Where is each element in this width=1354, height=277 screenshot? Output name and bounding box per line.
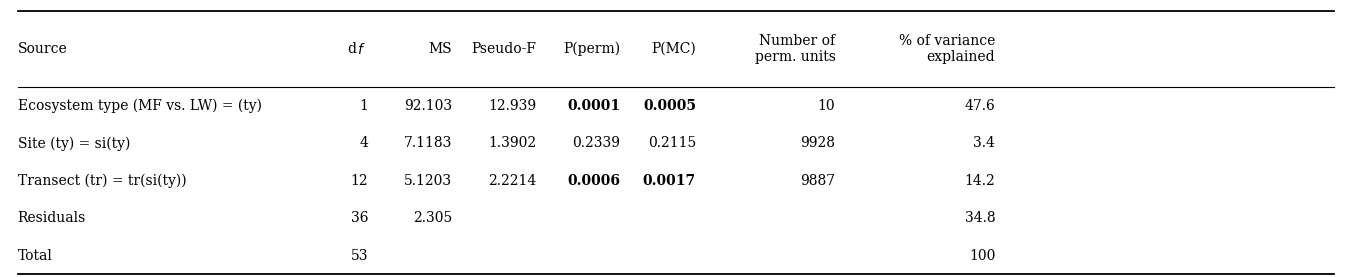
Text: 10: 10 (818, 99, 835, 113)
Text: 100: 100 (969, 248, 995, 263)
Text: 1.3902: 1.3902 (487, 136, 536, 150)
Text: MS: MS (429, 42, 452, 56)
Text: 47.6: 47.6 (964, 99, 995, 113)
Text: Transect (tr) = tr(si(ty)): Transect (tr) = tr(si(ty)) (18, 174, 187, 188)
Text: P(MC): P(MC) (651, 42, 696, 56)
Text: Residuals: Residuals (18, 211, 85, 225)
Text: P(perm): P(perm) (563, 42, 620, 56)
Text: 0.2115: 0.2115 (647, 136, 696, 150)
Text: 3.4: 3.4 (974, 136, 995, 150)
Text: 12: 12 (351, 174, 368, 188)
Text: 0.2339: 0.2339 (573, 136, 620, 150)
Text: 92.103: 92.103 (403, 99, 452, 113)
Text: 2.2214: 2.2214 (487, 174, 536, 188)
Text: 1: 1 (359, 99, 368, 113)
Text: 9887: 9887 (800, 174, 835, 188)
Text: 0.0006: 0.0006 (567, 174, 620, 188)
Text: 4: 4 (359, 136, 368, 150)
Text: Source: Source (18, 42, 68, 56)
Text: 5.1203: 5.1203 (403, 174, 452, 188)
Text: Total: Total (18, 248, 53, 263)
Text: 36: 36 (351, 211, 368, 225)
Text: Number of
perm. units: Number of perm. units (754, 34, 835, 64)
Text: 53: 53 (351, 248, 368, 263)
Text: Ecosystem type (MF vs. LW) = (ty): Ecosystem type (MF vs. LW) = (ty) (18, 99, 261, 113)
Text: 0.0005: 0.0005 (643, 99, 696, 113)
Text: $f$: $f$ (357, 42, 366, 57)
Text: % of variance
explained: % of variance explained (899, 34, 995, 64)
Text: d: d (347, 42, 356, 56)
Text: 14.2: 14.2 (964, 174, 995, 188)
Text: 7.1183: 7.1183 (403, 136, 452, 150)
Text: 0.0001: 0.0001 (567, 99, 620, 113)
Text: Pseudo-F: Pseudo-F (471, 42, 536, 56)
Text: Site (ty) = si(ty): Site (ty) = si(ty) (18, 136, 130, 150)
Text: 9928: 9928 (800, 136, 835, 150)
Text: 2.305: 2.305 (413, 211, 452, 225)
Text: 34.8: 34.8 (964, 211, 995, 225)
Text: 12.939: 12.939 (487, 99, 536, 113)
Text: 0.0017: 0.0017 (643, 174, 696, 188)
